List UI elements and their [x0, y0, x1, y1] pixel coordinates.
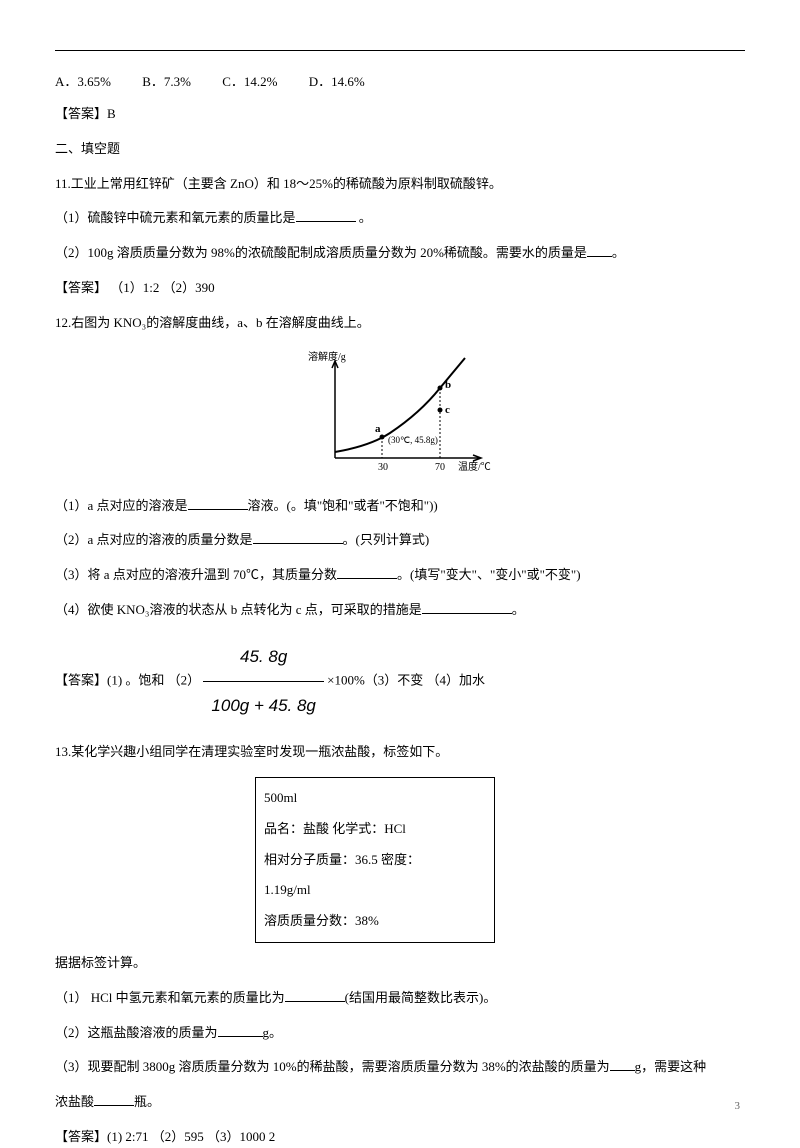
label-l3: 相对分子质量：36.5 密度：	[264, 850, 486, 871]
q13-p3: （3）现要配制 3800g 溶质质量分数为 10%的稀盐酸，需要溶质质量分数为 …	[55, 1057, 745, 1078]
q11-p1-suffix: 。	[356, 210, 372, 225]
q13-p2-b: g。	[263, 1025, 283, 1040]
q12-p1-a: （1）a 点对应的溶液是	[55, 498, 188, 513]
q12-answer-prefix: 【答案】(1) 。饱和 （2）	[55, 672, 200, 687]
chart-svg: 溶解度/g a (30℃, 45.8g) b c 30	[300, 348, 500, 478]
q12-p3-b: 。(填写"变大"、"变小"或"不变")	[397, 567, 581, 582]
q13-main: 13.某化学兴趣小组同学在清理实验室时发现一瓶浓盐酸，标签如下。	[55, 742, 745, 763]
q13-p2-a: （2）这瓶盐酸溶液的质量为	[55, 1025, 218, 1040]
blank	[94, 1092, 134, 1106]
point-c-label: c	[445, 404, 450, 416]
q13-p3-d: 瓶。	[134, 1094, 160, 1109]
label-l1: 500ml	[264, 788, 486, 809]
label-l4: 1.19g/ml	[264, 880, 486, 901]
point-a-label: a	[375, 423, 381, 435]
q13-p3-c: 浓盐酸	[55, 1094, 94, 1109]
q12-answer-suffix: ×100%（3）不变 （4）加水	[327, 672, 485, 687]
blank	[296, 208, 356, 222]
divider-line	[55, 50, 745, 51]
reagent-label-box: 500ml 品名：盐酸 化学式：HCl 相对分子质量：36.5 密度： 1.19…	[255, 777, 495, 943]
option-a: A．3.65%	[55, 71, 111, 90]
blank	[218, 1023, 263, 1037]
q12-p1: （1）a 点对应的溶液是 溶液。(。填"饱和"或者"不饱和"))	[55, 496, 745, 517]
q11-p2-suffix: 。	[612, 245, 625, 260]
q11-p1: （1）硫酸锌中硫元素和氧元素的质量比是 。	[55, 208, 745, 229]
option-d: D．14.6%	[309, 71, 365, 90]
answer-1: 【答案】B	[55, 104, 745, 125]
q11-answer: 【答案】 （1）1:2 （2）390	[55, 278, 745, 299]
q12-answer: 【答案】(1) 。饱和 （2） 45. 8g 100g + 45. 8g ×10…	[55, 635, 745, 728]
y-label: 溶解度/g	[308, 350, 346, 363]
point-b-label: b	[445, 379, 451, 391]
blank	[188, 496, 248, 510]
fraction: 45. 8g 100g + 45. 8g	[203, 635, 323, 728]
q13-p3-a: （3）现要配制 3800g 溶质质量分数为 10%的稀盐酸，需要溶质质量分数为 …	[55, 1059, 610, 1074]
blank	[285, 988, 345, 1002]
q11-p1-text: （1）硫酸锌中硫元素和氧元素的质量比是	[55, 210, 296, 225]
blank	[610, 1057, 635, 1071]
fraction-numerator: 45. 8g	[203, 635, 323, 682]
solubility-chart: 溶解度/g a (30℃, 45.8g) b c 30	[55, 348, 745, 482]
option-b: B．7.3%	[142, 71, 191, 90]
blank	[422, 600, 512, 614]
q12-p3-a: （3）将 a 点对应的溶液升温到 70℃，其质量分数	[55, 567, 337, 582]
q13-calc: 据据标签计算。	[55, 953, 745, 974]
q12-p4: （4）欲使 KNO₃溶液的状态从 b 点转化为 c 点，可采取的措施是 。	[55, 600, 745, 621]
q12-p2-a: （2）a 点对应的溶液的质量分数是	[55, 532, 253, 547]
q13-p1-a: （1） HCl 中氢元素和氧元素的质量比为	[55, 990, 285, 1005]
q13-p3-b: g，需要这种	[635, 1059, 707, 1074]
q12-p2: （2）a 点对应的溶液的质量分数是 。(只列计算式)	[55, 530, 745, 551]
q12-main: 12.右图为 KNO₃的溶解度曲线，a、b 在溶解度曲线上。	[55, 313, 745, 334]
page-number: 3	[735, 1100, 741, 1112]
q13-p3-line2: 浓盐酸 瓶。	[55, 1092, 745, 1113]
q12-p4-a: （4）欲使 KNO₃溶液的状态从 b 点转化为 c 点，可采取的措施是	[55, 602, 422, 617]
q13-p1: （1） HCl 中氢元素和氧元素的质量比为 (结国用最简整数比表示)。	[55, 988, 745, 1009]
q11-main: 11.工业上常用红锌矿（主要含 ZnO）和 18～25%的稀硫酸为原料制取硫酸锌…	[55, 174, 745, 195]
label-l2: 品名：盐酸 化学式：HCl	[264, 819, 486, 840]
q11-p2-text: （2）100g 溶质质量分数为 98%的浓硫酸配制成溶质质量分数为 20%稀硫酸…	[55, 245, 587, 260]
option-c: C．14.2%	[222, 71, 277, 90]
q12-p3: （3）将 a 点对应的溶液升温到 70℃，其质量分数 。(填写"变大"、"变小"或…	[55, 565, 745, 586]
xtick-70: 70	[435, 462, 445, 473]
annotation: (30℃, 45.8g)	[388, 435, 438, 445]
q13-answer: 【答案】(1) 2:71 （2）595 （3）1000 2	[55, 1127, 745, 1148]
q13-p1-b: (结国用最简整数比表示)。	[345, 990, 497, 1005]
blank	[253, 530, 343, 544]
q13-p2: （2）这瓶盐酸溶液的质量为 g。	[55, 1023, 745, 1044]
q12-p1-b: 溶液。(。填"饱和"或者"不饱和"))	[248, 498, 438, 513]
x-label: 温度/℃	[458, 460, 491, 473]
q11-p2: （2）100g 溶质质量分数为 98%的浓硫酸配制成溶质质量分数为 20%稀硫酸…	[55, 243, 745, 264]
q12-p2-b: 。(只列计算式)	[343, 532, 430, 547]
mc-options: A．3.65% B．7.3% C．14.2% D．14.6%	[55, 71, 745, 90]
blank	[587, 243, 612, 257]
fraction-denominator: 100g + 45. 8g	[203, 682, 323, 728]
label-l5: 溶质质量分数：38%	[264, 911, 486, 932]
xtick-30: 30	[378, 462, 388, 473]
q12-p4-b: 。	[512, 602, 525, 617]
section-2-heading: 二、填空题	[55, 139, 745, 160]
blank	[337, 565, 397, 579]
